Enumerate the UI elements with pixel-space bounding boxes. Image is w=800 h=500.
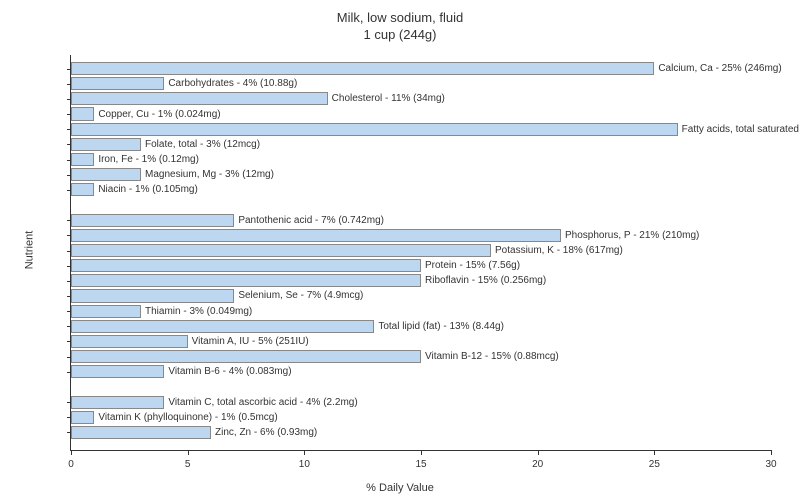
bar-label: Thiamin - 3% (0.049mg) — [145, 306, 252, 317]
bar-row: Magnesium, Mg - 3% (12mg) — [71, 167, 274, 182]
nutrient-bar — [71, 123, 678, 136]
x-tick-label: 0 — [68, 459, 74, 470]
plot-area: Calcium, Ca - 25% (246mg)Carbohydrates -… — [70, 55, 771, 451]
nutrient-bar — [71, 411, 94, 424]
bar-label: Iron, Fe - 1% (0.12mg) — [98, 154, 199, 165]
bar-label: Fatty acids, total saturated - 26% (5.25… — [682, 124, 800, 135]
x-tick-label: 30 — [765, 459, 776, 470]
x-tick — [421, 450, 422, 455]
x-tick-label: 20 — [532, 459, 543, 470]
bar-row: Calcium, Ca - 25% (246mg) — [71, 61, 782, 76]
nutrient-bar — [71, 365, 164, 378]
bar-label: Total lipid (fat) - 13% (8.44g) — [378, 321, 504, 332]
nutrient-bar — [71, 92, 328, 105]
nutrient-bar — [71, 305, 141, 318]
nutrient-bar — [71, 335, 188, 348]
bar-label: Protein - 15% (7.56g) — [425, 260, 520, 271]
bar-label: Cholesterol - 11% (34mg) — [332, 93, 445, 104]
bar-label: Phosphorus, P - 21% (210mg) — [565, 230, 699, 241]
bar-label: Vitamin B-6 - 4% (0.083mg) — [168, 366, 291, 377]
nutrient-bar — [71, 229, 561, 242]
bar-row: Iron, Fe - 1% (0.12mg) — [71, 152, 199, 167]
nutrient-bar — [71, 396, 164, 409]
nutrient-bar — [71, 168, 141, 181]
bar-row: Riboflavin - 15% (0.256mg) — [71, 273, 546, 288]
x-tick-label: 15 — [415, 459, 426, 470]
bar-label: Vitamin B-12 - 15% (0.88mcg) — [425, 351, 559, 362]
chart-title: Milk, low sodium, fluid 1 cup (244g) — [0, 0, 800, 44]
bar-row: Vitamin C, total ascorbic acid - 4% (2.2… — [71, 395, 358, 410]
bar-label: Magnesium, Mg - 3% (12mg) — [145, 169, 274, 180]
x-tick-label: 25 — [649, 459, 660, 470]
nutrient-bar — [71, 289, 234, 302]
bar-label: Selenium, Se - 7% (4.9mcg) — [238, 290, 363, 301]
bar-label: Copper, Cu - 1% (0.024mg) — [98, 109, 220, 120]
bar-row: Phosphorus, P - 21% (210mg) — [71, 228, 699, 243]
x-tick — [654, 450, 655, 455]
bar-row: Thiamin - 3% (0.049mg) — [71, 304, 252, 319]
nutrient-bar — [71, 107, 94, 120]
x-tick — [771, 450, 772, 455]
nutrient-bar — [71, 153, 94, 166]
bar-row: Zinc, Zn - 6% (0.93mg) — [71, 425, 317, 440]
bar-label: Niacin - 1% (0.105mg) — [98, 184, 197, 195]
bar-row: Niacin - 1% (0.105mg) — [71, 182, 198, 197]
bar-row: Vitamin A, IU - 5% (251IU) — [71, 334, 309, 349]
bar-row: Vitamin B-6 - 4% (0.083mg) — [71, 364, 292, 379]
bar-row: Copper, Cu - 1% (0.024mg) — [71, 106, 221, 121]
bar-row: Protein - 15% (7.56g) — [71, 258, 520, 273]
bar-label: Carbohydrates - 4% (10.88g) — [168, 78, 297, 89]
x-tick-label: 5 — [185, 459, 191, 470]
bar-row: Total lipid (fat) - 13% (8.44g) — [71, 319, 504, 334]
bar-row: Cholesterol - 11% (34mg) — [71, 91, 445, 106]
x-axis-label: % Daily Value — [366, 482, 434, 494]
bar-row: Carbohydrates - 4% (10.88g) — [71, 76, 297, 91]
nutrient-bar — [71, 274, 421, 287]
nutrient-bar — [71, 320, 374, 333]
bar-row: Selenium, Se - 7% (4.9mcg) — [71, 288, 363, 303]
nutrient-bar — [71, 426, 211, 439]
bar-label: Zinc, Zn - 6% (0.93mg) — [215, 427, 317, 438]
y-axis-label: Nutrient — [23, 231, 35, 270]
bar-row: Pantothenic acid - 7% (0.742mg) — [71, 213, 384, 228]
bar-row: Folate, total - 3% (12mcg) — [71, 137, 260, 152]
bar-label: Folate, total - 3% (12mcg) — [145, 139, 260, 150]
bar-row: Potassium, K - 18% (617mg) — [71, 243, 623, 258]
bar-label: Vitamin K (phylloquinone) - 1% (0.5mcg) — [98, 412, 277, 423]
title-line-1: Milk, low sodium, fluid — [337, 10, 463, 25]
x-tick — [188, 450, 189, 455]
nutrient-bar — [71, 62, 654, 75]
bar-label: Vitamin A, IU - 5% (251IU) — [192, 336, 309, 347]
x-tick — [71, 450, 72, 455]
bar-row: Fatty acids, total saturated - 26% (5.25… — [71, 122, 800, 137]
x-tick — [538, 450, 539, 455]
bar-row: Vitamin B-12 - 15% (0.88mcg) — [71, 349, 559, 364]
nutrient-bar — [71, 138, 141, 151]
nutrient-bar — [71, 77, 164, 90]
title-line-2: 1 cup (244g) — [364, 27, 437, 42]
bar-label: Potassium, K - 18% (617mg) — [495, 245, 623, 256]
nutrient-bar — [71, 183, 94, 196]
bar-label: Pantothenic acid - 7% (0.742mg) — [238, 215, 384, 226]
nutrient-bar — [71, 244, 491, 257]
nutrient-bar — [71, 259, 421, 272]
nutrient-bar — [71, 350, 421, 363]
bar-row: Vitamin K (phylloquinone) - 1% (0.5mcg) — [71, 410, 278, 425]
nutrient-bar — [71, 214, 234, 227]
bar-label: Riboflavin - 15% (0.256mg) — [425, 275, 546, 286]
x-tick — [304, 450, 305, 455]
nutrient-chart: Milk, low sodium, fluid 1 cup (244g) Nut… — [0, 0, 800, 500]
x-tick-label: 10 — [299, 459, 310, 470]
bar-label: Vitamin C, total ascorbic acid - 4% (2.2… — [168, 397, 357, 408]
bar-label: Calcium, Ca - 25% (246mg) — [658, 63, 781, 74]
